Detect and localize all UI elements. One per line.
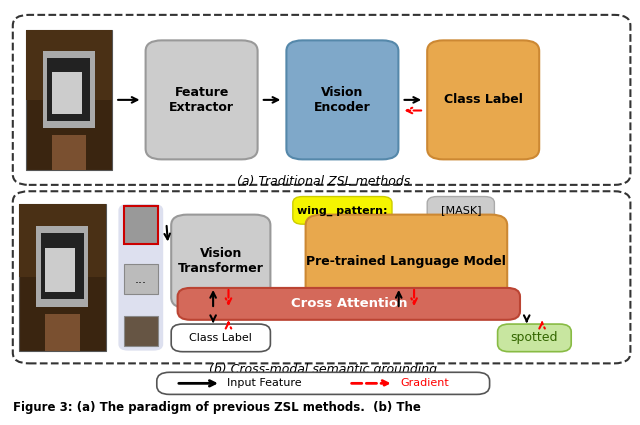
FancyBboxPatch shape: [124, 206, 158, 244]
FancyBboxPatch shape: [178, 288, 520, 320]
Text: spotted: spotted: [511, 332, 558, 344]
Text: Feature
Extractor: Feature Extractor: [169, 86, 234, 114]
Text: wing_ pattern:: wing_ pattern:: [297, 205, 388, 215]
Text: (b) Cross-modal semantic grounding: (b) Cross-modal semantic grounding: [209, 363, 437, 377]
FancyBboxPatch shape: [124, 264, 158, 294]
FancyBboxPatch shape: [146, 40, 257, 159]
Text: (a) Traditional ZSL methods: (a) Traditional ZSL methods: [237, 175, 410, 188]
Text: Vision
Transformer: Vision Transformer: [178, 247, 264, 275]
Text: ...: ...: [135, 273, 147, 286]
Text: Class Label: Class Label: [444, 94, 523, 106]
FancyBboxPatch shape: [124, 316, 158, 346]
FancyBboxPatch shape: [293, 196, 392, 224]
FancyBboxPatch shape: [172, 324, 270, 352]
FancyBboxPatch shape: [287, 40, 398, 159]
FancyBboxPatch shape: [19, 204, 106, 351]
FancyBboxPatch shape: [41, 233, 84, 299]
Text: Cross Attention: Cross Attention: [291, 298, 407, 310]
FancyBboxPatch shape: [52, 72, 82, 114]
Text: Vision
Encoder: Vision Encoder: [314, 86, 371, 114]
Text: Gradient: Gradient: [400, 378, 449, 388]
FancyBboxPatch shape: [428, 196, 494, 224]
Text: Figure 3: (a) The paradigm of previous ZSL methods.  (b) The: Figure 3: (a) The paradigm of previous Z…: [13, 401, 420, 414]
FancyBboxPatch shape: [36, 226, 88, 307]
Text: Class Label: Class Label: [189, 333, 252, 343]
FancyBboxPatch shape: [26, 30, 112, 100]
Text: [MASK]: [MASK]: [440, 205, 481, 215]
FancyBboxPatch shape: [118, 204, 163, 351]
FancyBboxPatch shape: [157, 372, 490, 394]
FancyBboxPatch shape: [26, 30, 112, 170]
FancyBboxPatch shape: [47, 58, 90, 121]
FancyBboxPatch shape: [306, 215, 507, 308]
Text: Input Feature: Input Feature: [227, 378, 302, 388]
FancyBboxPatch shape: [45, 314, 80, 351]
FancyBboxPatch shape: [19, 204, 106, 278]
FancyBboxPatch shape: [45, 248, 76, 292]
FancyBboxPatch shape: [428, 40, 540, 159]
FancyBboxPatch shape: [498, 324, 571, 352]
FancyBboxPatch shape: [52, 135, 86, 170]
Text: Pre-trained Language Model: Pre-trained Language Model: [307, 255, 506, 268]
FancyBboxPatch shape: [172, 215, 270, 308]
FancyBboxPatch shape: [43, 51, 95, 128]
